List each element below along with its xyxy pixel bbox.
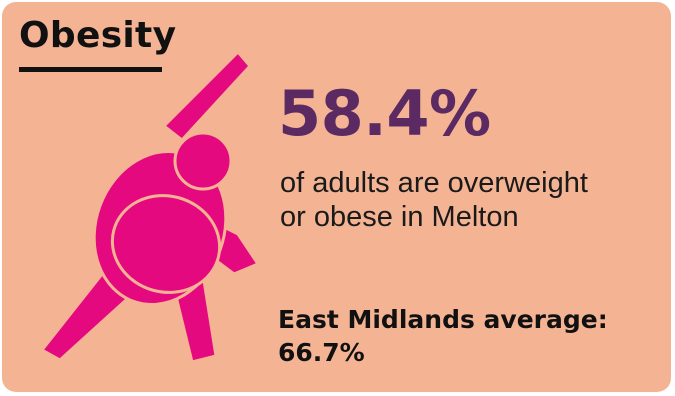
person-side-stretch-icon (40, 50, 260, 364)
stat-description-line2: or obese in Melton (280, 201, 519, 233)
comparison-note: East Midlands average: 66.7% (278, 303, 671, 369)
card-title: Obesity (19, 15, 177, 56)
comparison-label: East Midlands average: (278, 305, 608, 334)
comparison-value: 66.7% (278, 338, 365, 367)
obesity-card: Obesity 58.4% of adults are overweight o… (2, 2, 671, 392)
stat-value: 58.4% (278, 77, 491, 150)
stat-description: of adults are overweight or obese in Mel… (280, 166, 670, 234)
title-underline (19, 67, 162, 72)
stat-description-line1: of adults are overweight (280, 167, 588, 199)
